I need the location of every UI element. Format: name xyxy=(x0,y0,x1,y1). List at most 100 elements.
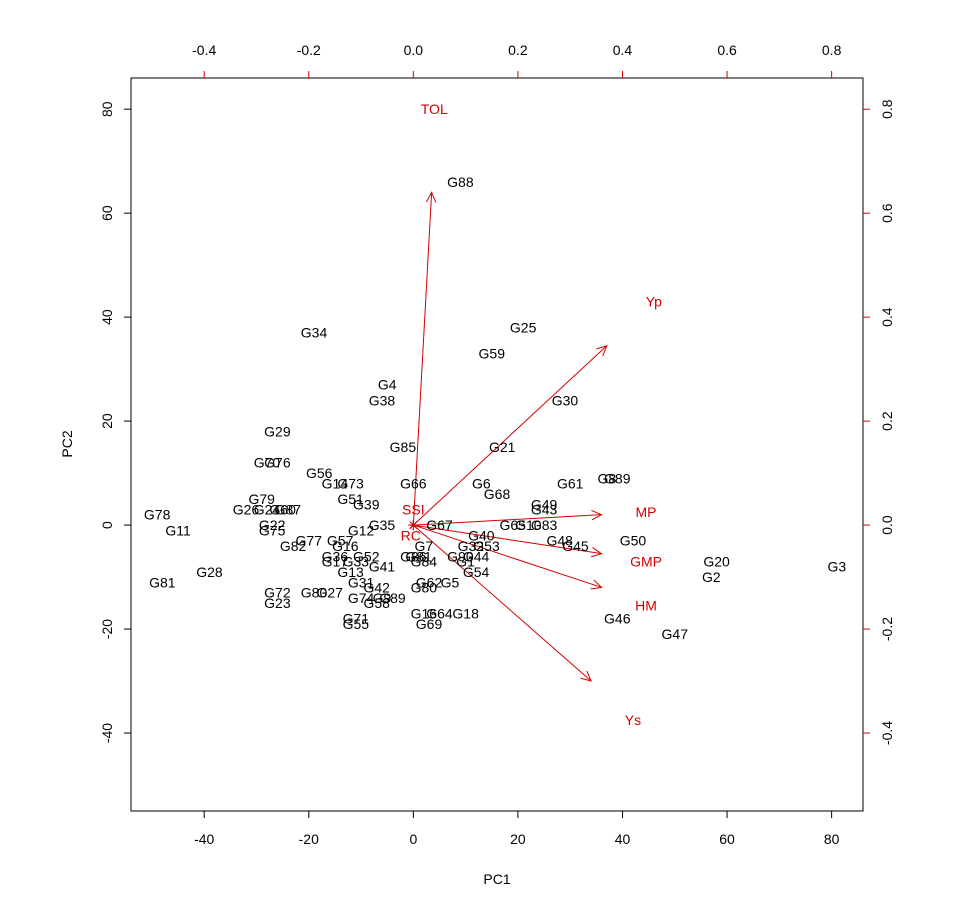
right-tick-label: -0.2 xyxy=(879,617,895,641)
observation-label: G35 xyxy=(369,517,396,533)
observation-label: G58 xyxy=(364,595,391,611)
variable-label: TOL xyxy=(421,101,448,117)
observation-label: G13 xyxy=(337,564,364,580)
observation-label: G80 xyxy=(411,579,438,595)
observation-label: G7 xyxy=(414,538,433,554)
observation-label: G56 xyxy=(306,465,333,481)
observation-label: G89 xyxy=(379,590,406,606)
observation-label: G62 xyxy=(416,574,443,590)
observation-label: G43 xyxy=(531,501,558,517)
observation-label: G6 xyxy=(472,475,491,491)
observation-label: G4 xyxy=(378,377,397,393)
observation-label: G72 xyxy=(264,585,291,601)
top-tick-label: 0.4 xyxy=(613,42,633,58)
observation-label: G46 xyxy=(604,611,631,627)
observation-label: G70 xyxy=(254,455,281,471)
variable-label: GMP xyxy=(630,553,662,569)
observation-label: G27 xyxy=(316,585,343,601)
variable-arrow xyxy=(413,524,592,682)
x-tick-label: 20 xyxy=(510,831,526,847)
observation-label: G26 xyxy=(233,501,260,517)
right-tick-label: 0.0 xyxy=(879,515,895,535)
observation-label: G25 xyxy=(510,320,537,336)
observation-label: G39 xyxy=(353,496,380,512)
observation-label: G41 xyxy=(369,559,396,575)
y-axis-label: PC2 xyxy=(59,430,75,457)
right-tick-label: -0.4 xyxy=(879,721,895,745)
variable-arrows xyxy=(408,191,608,682)
observation-label: G74 xyxy=(348,590,375,606)
observation-label: G47 xyxy=(662,626,689,642)
observation-label: G90 xyxy=(447,548,474,564)
arrow-head xyxy=(596,344,608,357)
arrow-head xyxy=(425,191,437,203)
observation-label: G28 xyxy=(196,564,223,580)
y-tick-label: 40 xyxy=(99,309,115,325)
observation-label: G24 xyxy=(254,501,281,517)
variable-label: Ys xyxy=(625,712,641,728)
variable-label: SSI xyxy=(402,501,425,517)
arrow-head xyxy=(580,670,592,682)
observation-label: G3 xyxy=(828,559,847,575)
observation-label: G31 xyxy=(348,574,375,590)
observation-label: G81 xyxy=(405,548,432,564)
observation-label: G87 xyxy=(275,501,302,517)
observation-label: G48 xyxy=(547,533,574,549)
variable-arrow xyxy=(413,345,608,526)
variable-arrow xyxy=(413,524,602,555)
variable-label: Yp xyxy=(646,294,662,310)
y-tick-label: 20 xyxy=(99,413,115,429)
variable-label: RC xyxy=(401,527,421,543)
observation-label: G34 xyxy=(301,325,328,341)
observation-label: G77 xyxy=(296,533,323,549)
observation-label: G65 xyxy=(499,517,526,533)
variable-arrow-stub xyxy=(412,521,418,526)
y-tick-label: -20 xyxy=(99,619,115,639)
x-tick-label: 40 xyxy=(615,831,631,847)
variable-arrow xyxy=(413,524,602,588)
y-axis-right-loadings: -0.4 -0.2 0.0 0.2 0.4 0.6 0.8 xyxy=(863,99,895,745)
x-axis-bottom: -40 -20 0 20 40 60 80 xyxy=(194,811,840,847)
x-tick-label: -40 xyxy=(194,831,214,847)
observation-label: G23 xyxy=(264,595,291,611)
observation-label: G89 xyxy=(604,470,631,486)
variable-arrow-stub xyxy=(409,524,414,529)
observation-label: G88 xyxy=(447,174,474,190)
observation-label: G40 xyxy=(468,527,495,543)
observation-label: G1 xyxy=(456,553,475,569)
x-tick-label: 0 xyxy=(409,831,417,847)
observation-label: G61 xyxy=(557,475,584,491)
observation-label: G38 xyxy=(369,392,396,408)
observation-label: G54 xyxy=(463,564,490,580)
observation-label: G29 xyxy=(264,424,291,440)
observation-label: G68 xyxy=(484,486,511,502)
observation-label: G82 xyxy=(280,538,307,554)
x-tick-label: 80 xyxy=(824,831,840,847)
arrow-head xyxy=(591,510,603,521)
observation-label: G32 xyxy=(458,538,485,554)
top-tick-label: -0.2 xyxy=(297,42,321,58)
x-axis-label: PC1 xyxy=(483,871,510,887)
plot-frame xyxy=(130,77,864,812)
right-tick-label: 0.4 xyxy=(879,307,895,327)
x-tick-label: 60 xyxy=(719,831,735,847)
observation-label: G16 xyxy=(411,605,438,621)
observation-label: G49 xyxy=(531,496,558,512)
observation-label: G79 xyxy=(248,491,275,507)
observation-label: G76 xyxy=(264,455,291,471)
observation-label: G11 xyxy=(165,522,191,538)
y-tick-label: -40 xyxy=(99,723,115,743)
observation-label: G36 xyxy=(322,548,349,564)
observation-label: G73 xyxy=(337,475,364,491)
observation-label: G45 xyxy=(562,538,589,554)
observation-label: G66 xyxy=(400,475,427,491)
y-axis-left: -40 -20 0 20 40 60 80 xyxy=(99,101,131,743)
observation-label: G80 xyxy=(301,585,328,601)
arrow-head xyxy=(590,579,603,590)
observation-label: G17 xyxy=(322,553,349,569)
observation-label: G67 xyxy=(426,517,453,533)
observation-label: G75 xyxy=(259,522,286,538)
observation-label: G42 xyxy=(364,579,391,595)
